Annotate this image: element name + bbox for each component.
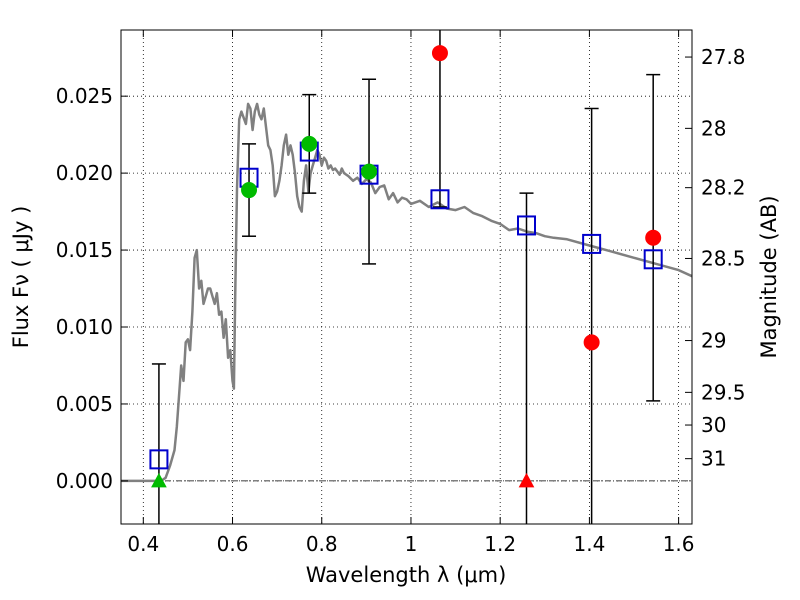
observed-flux-point bbox=[301, 135, 318, 152]
right-tick-label: 31 bbox=[701, 447, 726, 471]
data-markers bbox=[149, 45, 663, 488]
y-axis-label: Flux Fν ( μJy ) bbox=[9, 206, 33, 349]
model-photometry-square bbox=[516, 215, 536, 236]
x-tick-label: 0.8 bbox=[306, 532, 338, 556]
plot-frame bbox=[120, 29, 693, 525]
model-sed-line bbox=[121, 102, 693, 483]
model-photometry-square bbox=[643, 249, 663, 270]
model-photometry-square bbox=[149, 449, 169, 470]
plot-area bbox=[121, 102, 693, 483]
tick-labels: 0.4 0.6 0.8 1 1.2 1.4 1.6 0.000 0.005 0.010 0.015 0… bbox=[56, 45, 746, 556]
right-tick-label: 28.2 bbox=[701, 176, 746, 200]
y-tick-label: 0.015 bbox=[56, 238, 113, 262]
right-tick-label: 28.5 bbox=[701, 246, 746, 270]
right-tick-label: 29.5 bbox=[701, 380, 746, 404]
y-tick-label: 0.020 bbox=[56, 161, 113, 185]
x-tick-label: 1 bbox=[405, 532, 418, 556]
observed-flux-point bbox=[645, 229, 662, 246]
model-photometry-square bbox=[582, 233, 602, 254]
upper-limit-triangle bbox=[151, 472, 167, 488]
model-photometry-square bbox=[430, 189, 450, 210]
x-axis-label: Wavelength λ (μm) bbox=[306, 563, 507, 587]
x-tick-label: 1.6 bbox=[663, 532, 695, 556]
x-tick-label: 0.4 bbox=[127, 532, 159, 556]
y-tick-label: 0.010 bbox=[56, 315, 113, 339]
y-tick-label: 0.000 bbox=[56, 469, 113, 493]
y-tick-label: 0.025 bbox=[56, 84, 113, 108]
y-tick-label: 0.005 bbox=[56, 392, 113, 416]
right-axis-label: Magnitude (AB) bbox=[757, 195, 781, 358]
grid bbox=[121, 30, 692, 524]
right-tick-label: 27.8 bbox=[701, 45, 746, 69]
observed-flux-point bbox=[583, 334, 600, 351]
right-tick-label: 30 bbox=[701, 413, 726, 437]
axis-ticks bbox=[121, 30, 692, 524]
right-tick-label: 29 bbox=[701, 329, 726, 353]
observed-flux-point bbox=[431, 45, 448, 62]
x-tick-label: 1.4 bbox=[573, 532, 605, 556]
error-bars bbox=[151, 30, 661, 524]
observed-flux-point bbox=[241, 182, 258, 199]
x-tick-label: 1.2 bbox=[484, 532, 516, 556]
upper-limit-triangle bbox=[518, 472, 535, 488]
right-tick-label: 28 bbox=[701, 116, 726, 140]
x-tick-label: 0.6 bbox=[217, 532, 249, 556]
observed-flux-point bbox=[361, 163, 378, 180]
